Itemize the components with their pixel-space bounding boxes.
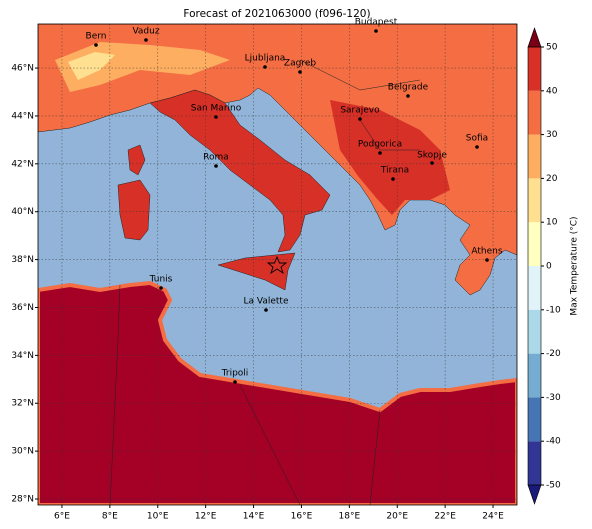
city-dot: [233, 380, 237, 384]
city-label: Bern: [86, 32, 107, 42]
alps-coolest: [68, 52, 115, 80]
city-dot: [406, 94, 410, 98]
colorbar-tick-label: 20: [546, 174, 558, 184]
x-tick-label: 14°E: [243, 512, 265, 522]
colorbar-tick-label: -50: [546, 481, 561, 491]
city-label: Vaduz: [132, 27, 159, 37]
y-tick-label: 36°N: [11, 303, 34, 313]
colorbar-over: [527, 27, 542, 48]
y-tick-label: 32°N: [11, 399, 34, 409]
sardinia: [117, 179, 151, 241]
city-label: Tirana: [380, 166, 409, 176]
y-tick-label: 38°N: [11, 255, 34, 265]
city-dot: [159, 286, 163, 290]
sicily: [217, 252, 296, 291]
colorbar-tick-label: -30: [546, 393, 561, 403]
x-tick-label: 16°E: [291, 512, 313, 522]
city-dot: [485, 258, 489, 262]
colorbar-bin: [528, 441, 541, 485]
axes: 6°E 8°E 10°E 12°E 14°E 16°E 18°E 20°E 22°E 24°E 28…: [11, 24, 517, 522]
city-dot: [94, 43, 98, 47]
city-label: La Valette: [244, 297, 289, 307]
balkan-hot: [330, 100, 450, 215]
colorbar: -50 -40 -30 -20 -10 0 10 20 30 40 50 Max Temperatur…: [527, 27, 580, 505]
x-tick-label: 6°E: [54, 512, 70, 522]
colorbar-tick-label: 30: [546, 130, 558, 140]
x-tick-label: 22°E: [434, 512, 456, 522]
colorbar-bin: [528, 134, 541, 179]
colorbar-bin: [528, 90, 541, 135]
colorbar-tick-label: 50: [546, 43, 558, 53]
colorbar-bin: [528, 397, 541, 442]
city-label: Skopje: [417, 151, 447, 161]
city-label: Athens: [471, 247, 502, 257]
city-dot: [298, 70, 302, 74]
y-tick-label: 44°N: [11, 111, 34, 121]
colorbar-bin: [528, 222, 541, 266]
colorbar-tick-label: 10: [546, 218, 558, 228]
colorbar-bin: [528, 353, 541, 398]
capital-star: [266, 255, 288, 275]
country-border: [109, 59, 421, 505]
city-dot: [430, 161, 434, 165]
city-dot: [475, 145, 479, 149]
colorbar-bin: [528, 47, 541, 91]
colorbar-tick-label: -10: [546, 305, 561, 315]
city-label: Podgorica: [358, 140, 402, 150]
city-label: Belgrade: [388, 83, 429, 93]
x-tick-label: 8°E: [102, 512, 118, 522]
y-tick-label: 34°N: [11, 351, 34, 361]
x-tick-label: 18°E: [339, 512, 361, 522]
map-title: Forecast of 2021063000 (f096-120): [183, 8, 370, 20]
colorbar-bin: [528, 266, 541, 310]
colorbar-tick-label: 0: [546, 262, 552, 272]
city-dot: [358, 117, 362, 121]
map-layers: [38, 24, 517, 505]
italy: [149, 89, 331, 253]
x-tick-label: 10°E: [147, 512, 169, 522]
city-label: San Marino: [191, 104, 242, 114]
colorbar-bin: [528, 178, 541, 223]
city-label: Tunis: [149, 275, 173, 285]
y-tick-label: 46°N: [11, 64, 34, 74]
corsica: [127, 144, 146, 176]
colorbar-tick-label: -20: [546, 349, 561, 359]
city-label: Ljubljana: [245, 54, 286, 64]
city-label: Sofia: [466, 134, 488, 144]
x-tick-label: 24°E: [482, 512, 504, 522]
colorbar-under: [527, 484, 542, 505]
city-dot: [391, 177, 395, 181]
africa: [38, 280, 517, 505]
y-tick-label: 40°N: [11, 207, 34, 217]
colorbar-label: Max Temperature (°C): [570, 216, 580, 315]
city-dot: [378, 151, 382, 155]
city-labels: Bern Vaduz Budapest Ljubljana Zagreb Bel…: [86, 18, 503, 384]
city-dot: [214, 164, 218, 168]
x-tick-label: 12°E: [195, 512, 217, 522]
map-frame: [37, 23, 518, 506]
city-label: Tripoli: [221, 369, 249, 379]
x-tick-label: 20°E: [386, 512, 408, 522]
colorbar-bin: [528, 309, 541, 354]
city-dot: [264, 308, 268, 312]
city-label: Zagreb: [284, 59, 316, 69]
city-label: Sarajevo: [340, 106, 380, 116]
y-tick-label: 30°N: [11, 447, 34, 457]
city-label: Budapest: [355, 18, 398, 28]
city-label: Roma: [203, 153, 229, 163]
colorbar-tick-label: -40: [546, 437, 561, 447]
city-dot: [144, 38, 148, 42]
y-tick-label: 42°N: [11, 159, 34, 169]
city-dot: [374, 29, 378, 33]
colorbar-tick-label: 40: [546, 86, 558, 96]
y-tick-label: 28°N: [11, 495, 34, 505]
